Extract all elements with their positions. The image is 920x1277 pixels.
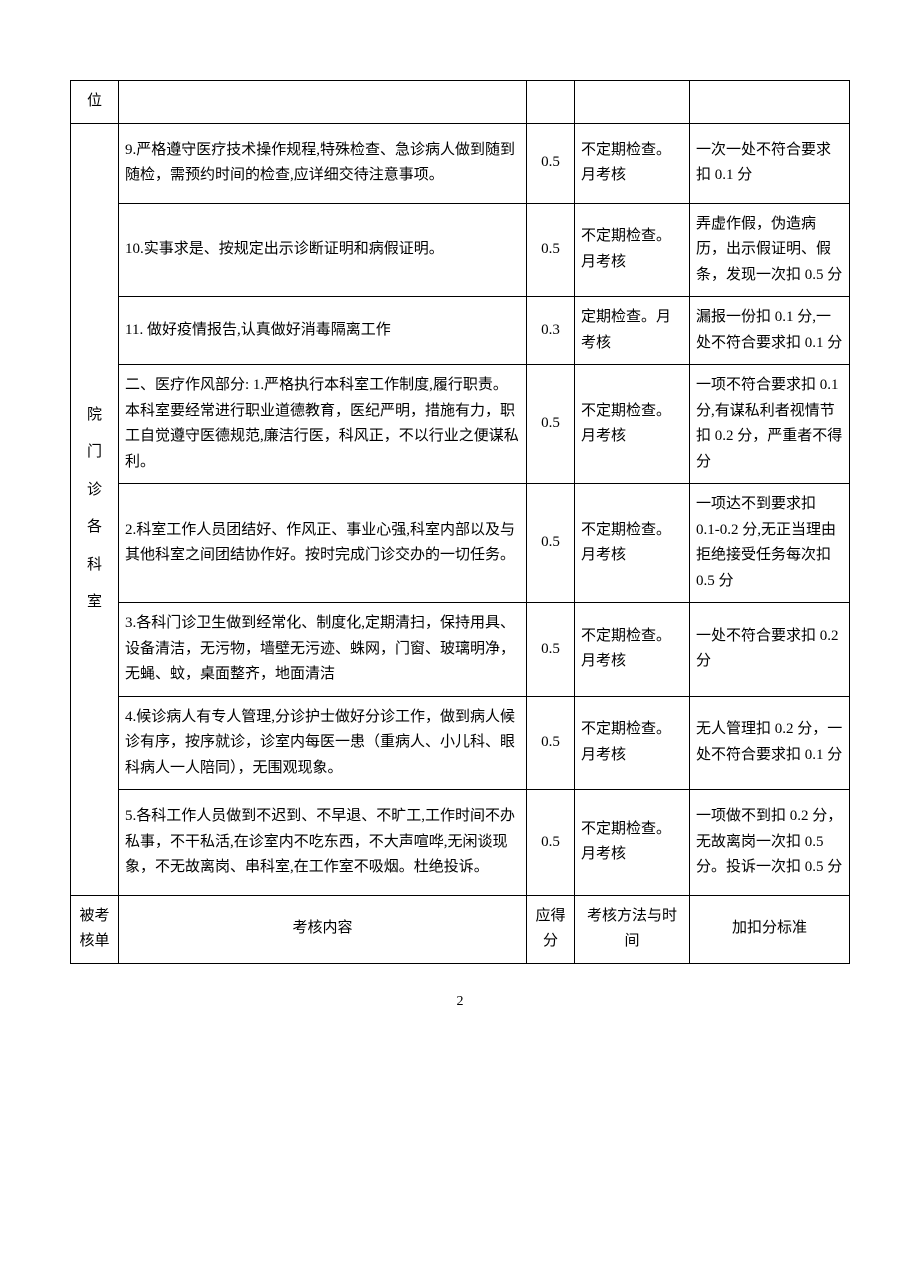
table-row: 2.科室工作人员团结好、作风正、事业心强,科室内部以及与其他科室之间团结协作好。… [71, 484, 850, 603]
score-cell: 0.5 [527, 365, 575, 484]
table-row: 院 门 诊 各 科 室 9.严格遵守医疗技术操作规程,特殊检查、急诊病人做到随到… [71, 123, 850, 203]
standard-cell: 一项达不到要求扣 0.1-0.2 分,无正当理由拒绝接受任务每次扣 0.5 分 [690, 484, 850, 603]
side-char: 院 [77, 403, 112, 429]
table-row: 10.实事求是、按规定出示诊断证明和病假证明。 0.5 不定期检查。月考核 弄虚… [71, 203, 850, 297]
content-cell: 5.各科工作人员做到不迟到、不早退、不旷工,工作时间不办私事，不干私活,在诊室内… [119, 790, 527, 896]
hdr-col3-empty [527, 81, 575, 124]
hdr-col1-partial: 位 [71, 81, 119, 124]
score-cell: 0.5 [527, 790, 575, 896]
ftr-col2: 考核内容 [119, 895, 527, 963]
method-cell: 不定期检查。月考核 [575, 365, 690, 484]
side-char: 科 [77, 553, 112, 579]
assessment-table: 位 院 门 诊 各 科 室 9.严格遵守医疗技术操作规程,特殊检查、急诊病人做到… [70, 80, 850, 964]
standard-cell: 漏报一份扣 0.1 分,一处不符合要求扣 0.1 分 [690, 297, 850, 365]
standard-cell: 弄虚作假，伪造病历，出示假证明、假条，发现一次扣 0.5 分 [690, 203, 850, 297]
method-cell: 不定期检查。月考核 [575, 123, 690, 203]
ftr-col3: 应得分 [527, 895, 575, 963]
content-cell: 2.科室工作人员团结好、作风正、事业心强,科室内部以及与其他科室之间团结协作好。… [119, 484, 527, 603]
standard-cell: 无人管理扣 0.2 分，一处不符合要求扣 0.1 分 [690, 696, 850, 790]
method-cell: 不定期检查。月考核 [575, 603, 690, 697]
side-char: 门 [77, 440, 112, 466]
score-cell: 0.3 [527, 297, 575, 365]
score-cell: 0.5 [527, 203, 575, 297]
method-cell: 定期检查。月考核 [575, 297, 690, 365]
content-cell: 3.各科门诊卫生做到经常化、制度化,定期清扫，保持用具、设备清洁，无污物，墙壁无… [119, 603, 527, 697]
table-row: 4.候诊病人有专人管理,分诊护士做好分诊工作，做到病人候诊有序，按序就诊，诊室内… [71, 696, 850, 790]
hdr-col4-empty [575, 81, 690, 124]
score-cell: 0.5 [527, 696, 575, 790]
standard-cell: 一项做不到扣 0.2 分，无故离岗一次扣 0.5 分。投诉一次扣 0.5 分 [690, 790, 850, 896]
method-cell: 不定期检查。月考核 [575, 484, 690, 603]
score-cell: 0.5 [527, 484, 575, 603]
standard-cell: 一处不符合要求扣 0.2 分 [690, 603, 850, 697]
table-row: 5.各科工作人员做到不迟到、不早退、不旷工,工作时间不办私事，不干私活,在诊室内… [71, 790, 850, 896]
side-char: 各 [77, 515, 112, 541]
content-cell: 11. 做好疫情报告,认真做好消毒隔离工作 [119, 297, 527, 365]
method-cell: 不定期检查。月考核 [575, 696, 690, 790]
header-partial-row: 位 [71, 81, 850, 124]
method-cell: 不定期检查。月考核 [575, 203, 690, 297]
table-row: 11. 做好疫情报告,认真做好消毒隔离工作 0.3 定期检查。月考核 漏报一份扣… [71, 297, 850, 365]
content-cell: 4.候诊病人有专人管理,分诊护士做好分诊工作，做到病人候诊有序，按序就诊，诊室内… [119, 696, 527, 790]
method-cell: 不定期检查。月考核 [575, 790, 690, 896]
footer-header-row: 被考核单 考核内容 应得分 考核方法与时间 加扣分标准 [71, 895, 850, 963]
content-cell: 9.严格遵守医疗技术操作规程,特殊检查、急诊病人做到随到随检，需预约时间的检查,… [119, 123, 527, 203]
table-row: 二、医疗作风部分: 1.严格执行本科室工作制度,履行职责。本科室要经常进行职业道… [71, 365, 850, 484]
side-char: 诊 [77, 478, 112, 504]
ftr-col5: 加扣分标准 [690, 895, 850, 963]
standard-cell: 一项不符合要求扣 0.1 分,有谋私利者视情节扣 0.2 分，严重者不得分 [690, 365, 850, 484]
page-number: 2 [70, 994, 850, 1010]
ftr-col4: 考核方法与时间 [575, 895, 690, 963]
side-char: 室 [77, 590, 112, 616]
score-cell: 0.5 [527, 603, 575, 697]
table-row: 3.各科门诊卫生做到经常化、制度化,定期清扫，保持用具、设备清洁，无污物，墙壁无… [71, 603, 850, 697]
content-cell: 10.实事求是、按规定出示诊断证明和病假证明。 [119, 203, 527, 297]
hdr-col2-empty [119, 81, 527, 124]
content-cell: 二、医疗作风部分: 1.严格执行本科室工作制度,履行职责。本科室要经常进行职业道… [119, 365, 527, 484]
hdr-col5-empty [690, 81, 850, 124]
score-cell: 0.5 [527, 123, 575, 203]
ftr-col1: 被考核单 [71, 895, 119, 963]
standard-cell: 一次一处不符合要求扣 0.1 分 [690, 123, 850, 203]
side-label: 院 门 诊 各 科 室 [71, 123, 119, 895]
